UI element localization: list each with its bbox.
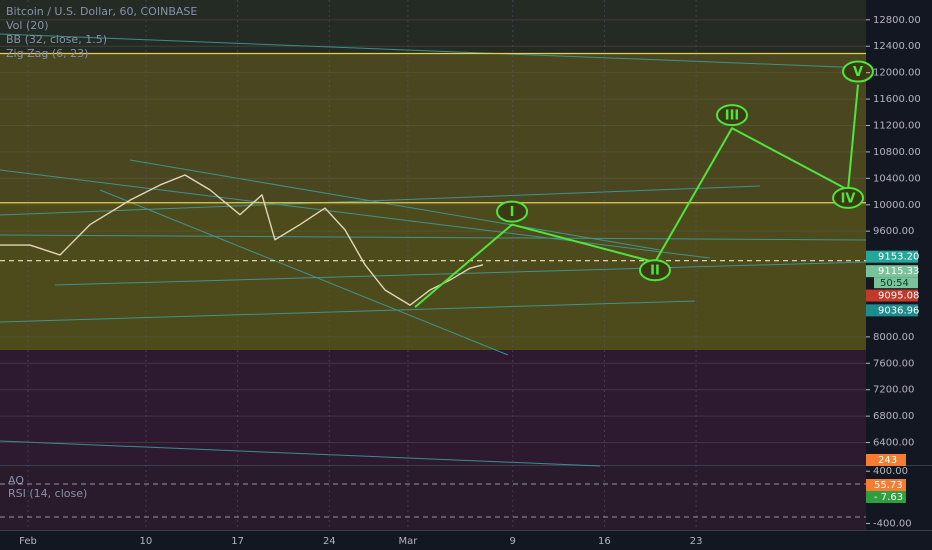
y-tick-label: 7600.00	[873, 358, 914, 369]
price-tag	[866, 265, 918, 278]
price-tag-label: 9115.33	[878, 266, 919, 277]
y-tick-label: -400.00	[873, 518, 912, 529]
price-tag	[866, 304, 918, 317]
purple-zone	[0, 350, 866, 465]
price-tag-label: 9036.96	[878, 305, 919, 316]
price-tag-label: 9153.20	[878, 252, 919, 263]
oscillator-panel	[0, 466, 866, 530]
x-tick-label: 23	[690, 536, 703, 547]
wave-label: V	[853, 65, 863, 80]
indicator: Zig Zag (6, 23)	[6, 47, 88, 60]
countdown-tag	[874, 277, 918, 289]
y-tick-label: 11600.00	[873, 94, 921, 105]
wave-badge	[496, 200, 529, 223]
y-tick-label: 12800.00	[873, 15, 921, 26]
y-tick-label: 8000.00	[873, 332, 914, 343]
x-tick-label: 24	[323, 536, 336, 547]
y-tick-label: 400.00	[873, 466, 908, 477]
volume-tag	[866, 454, 906, 466]
chart-title: Bitcoin / U.S. Dollar, 60, COINBASE	[6, 5, 197, 18]
y-tick-label: 7200.00	[873, 385, 914, 396]
wave-label: I	[510, 205, 515, 220]
y-tick-label: 12400.00	[873, 41, 921, 52]
price-line	[0, 174, 484, 306]
osc-tag-label: - 7.63	[874, 492, 903, 503]
wave-badge	[638, 259, 671, 282]
indicator: BB (32, close, 1.5)	[6, 33, 107, 46]
wave-badge	[832, 186, 865, 209]
wave-badge	[715, 104, 748, 127]
volume-label: 243	[878, 455, 897, 466]
y-tick-label: 10400.00	[873, 173, 921, 184]
price-tag	[866, 250, 918, 263]
oscillator-title: AO	[8, 474, 24, 487]
x-tick-label: 17	[231, 536, 244, 547]
x-tick-label: Feb	[19, 536, 37, 547]
osc-tag	[866, 479, 906, 491]
osc-tag	[866, 491, 906, 503]
x-tick-label: 9	[510, 536, 516, 547]
y-tick-label: 11200.00	[873, 120, 921, 131]
y-tick-label: 12000.00	[873, 68, 921, 79]
wave-label: II	[650, 264, 660, 279]
wave-label: IV	[841, 191, 856, 206]
wave-badge	[842, 60, 875, 83]
countdown: 50:54	[880, 278, 909, 289]
wave-label: III	[725, 109, 740, 124]
trend-lines	[0, 33, 867, 467]
y-tick-label: 10800.00	[873, 147, 921, 158]
osc-tag-label: 55.73	[874, 480, 903, 491]
oscillator-title: RSI (14, close)	[8, 487, 87, 500]
y-tick-label: 10000.00	[873, 200, 921, 211]
x-tick-label: 10	[140, 536, 153, 547]
y-tick-label: 9600.00	[873, 226, 914, 237]
x-tick-label: Mar	[398, 536, 418, 547]
price-tag-label: 9095.08	[878, 291, 919, 302]
price-tag	[866, 289, 918, 302]
x-tick-label: 16	[598, 536, 611, 547]
y-tick-label: 6400.00	[873, 438, 914, 449]
indicator: Vol (20)	[6, 19, 49, 32]
olive-zone-low	[0, 203, 866, 350]
y-tick-label: 6800.00	[873, 411, 914, 422]
wave-projection	[414, 84, 860, 308]
top-zone	[0, 0, 866, 54]
